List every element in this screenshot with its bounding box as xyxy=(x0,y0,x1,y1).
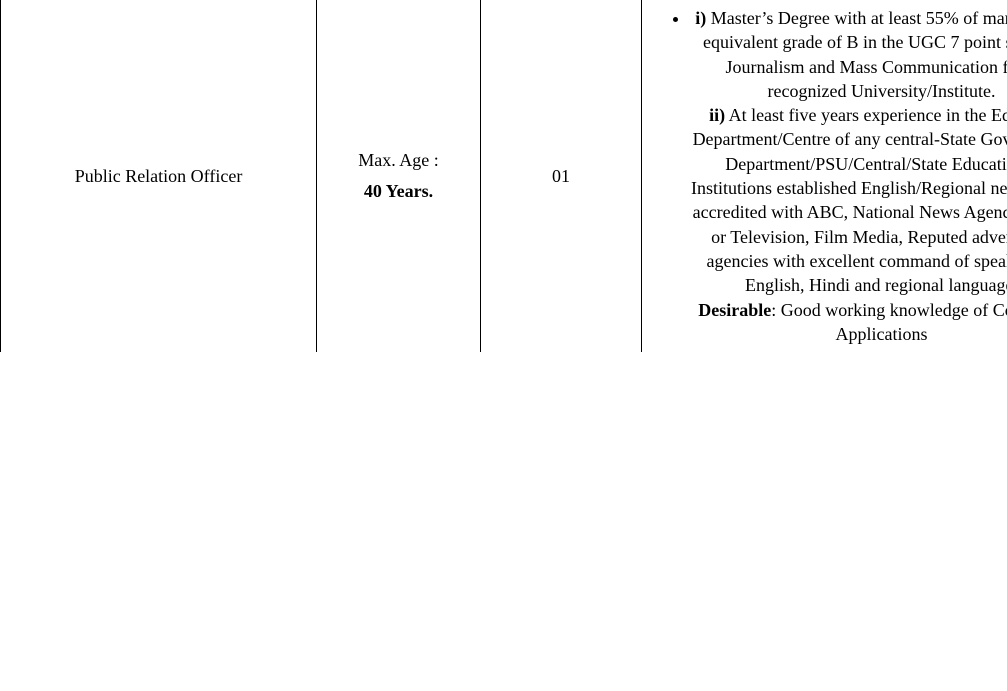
table-row: Public Relation Officer Max. Age : 40 Ye… xyxy=(1,0,1007,352)
vacancy-count-cell: 01 xyxy=(481,0,642,352)
qualification-list: i) Master’s Degree with at least 55% of … xyxy=(652,6,1007,346)
age-label: Max. Age : xyxy=(327,150,470,171)
qual-i-label: i) xyxy=(695,8,706,28)
qual-ii-text: At least five years experience in the Ed… xyxy=(691,105,1007,295)
qual-desirable-label: Desirable xyxy=(698,300,771,320)
age-cell: Max. Age : 40 Years. xyxy=(317,0,481,352)
qual-desirable-text: : Good working knowledge of Computer App… xyxy=(771,300,1007,344)
qualification-cell: i) Master’s Degree with at least 55% of … xyxy=(642,0,1007,352)
vacancy-count: 01 xyxy=(552,166,570,186)
position-name: Public Relation Officer xyxy=(75,166,243,186)
age-value: 40 Years. xyxy=(327,181,470,202)
qual-i-text: Master’s Degree with at least 55% of mar… xyxy=(703,8,1007,101)
position-cell: Public Relation Officer xyxy=(1,0,317,352)
qual-ii-label: ii) xyxy=(709,105,725,125)
qualification-item: i) Master’s Degree with at least 55% of … xyxy=(690,6,1007,346)
vacancy-table: Public Relation Officer Max. Age : 40 Ye… xyxy=(0,0,1007,352)
